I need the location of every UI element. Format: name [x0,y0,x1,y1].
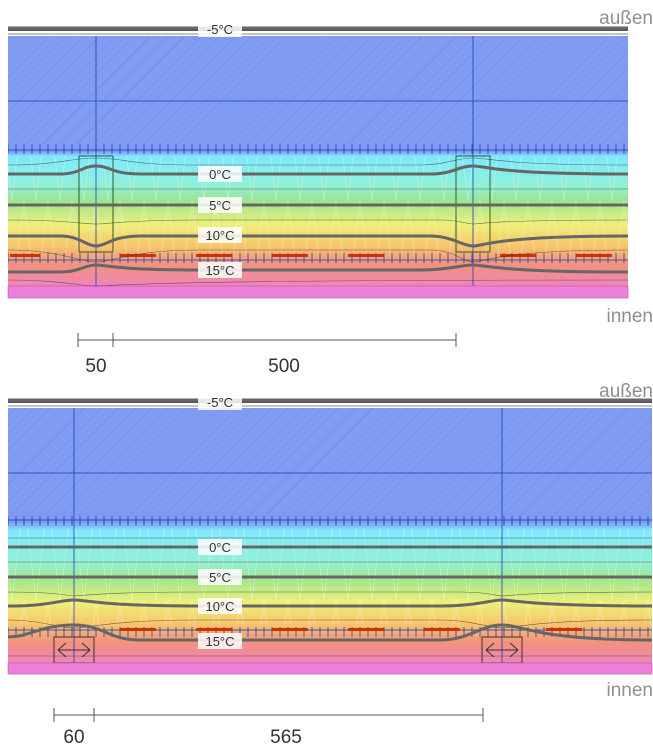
lining-board [8,627,652,637]
batten-row [8,516,652,526]
detail-top: -5°C 0°C 5°C 10°C 15°C außen innen 50 50… [7,8,653,377]
timber-strips [120,628,582,631]
lining-board [8,253,628,263]
isotherm-label-10: 10°C [205,228,234,243]
arrow-double-icon [57,642,91,658]
isotherm-label-15: 15°C [205,263,234,278]
isotherm-label-minus5: -5°C [207,395,233,410]
isotherm-label-0: 0°C [209,167,231,182]
isotherm-label-15: 15°C [205,634,234,649]
isotherm-label-10: 10°C [205,599,234,614]
isotherm-lines [8,26,629,274]
timber-strips [10,254,612,257]
isotherm-lines [7,398,653,642]
arrow-double-icon [485,642,519,658]
isotherm-label-minus5: -5°C [207,22,233,37]
dimension-label-post: 60 [63,727,84,748]
thin-isolines [7,537,653,657]
cold-zone-hatching [8,36,628,144]
isotherm-label-0: 0°C [209,540,231,555]
outside-label: außen [599,8,653,29]
isotherm-line [8,263,629,274]
isotherm-label-5: 5°C [209,570,231,585]
isotherm-label-5: 5°C [209,198,231,213]
batten-row [8,144,628,154]
isotherm-line [7,623,653,642]
detail-bottom: -5°C 0°C 5°C 10°C 15°C außen innen 60 56… [7,381,653,748]
isotherm-labels: -5°C 0°C 5°C 10°C 15°C [198,394,242,649]
outside-label: außen [599,381,653,402]
dimension-label-spacing: 565 [270,727,302,748]
thin-isolines [7,157,629,287]
dimension-line [77,333,457,347]
interior-finish [7,662,653,675]
dimension-line [53,708,484,722]
interior-finish [7,285,629,299]
cold-zone-hatching [8,408,652,516]
isotherm-line [8,234,629,248]
inside-label: innen [607,306,653,327]
isotherm-line [7,598,653,608]
isotherm-line [8,164,629,176]
dimension-label-spacing: 500 [268,356,300,377]
isotherm-labels: -5°C 0°C 5°C 10°C 15°C [198,21,242,278]
inside-label: innen [607,680,653,701]
dimension-label-post: 50 [85,356,106,377]
